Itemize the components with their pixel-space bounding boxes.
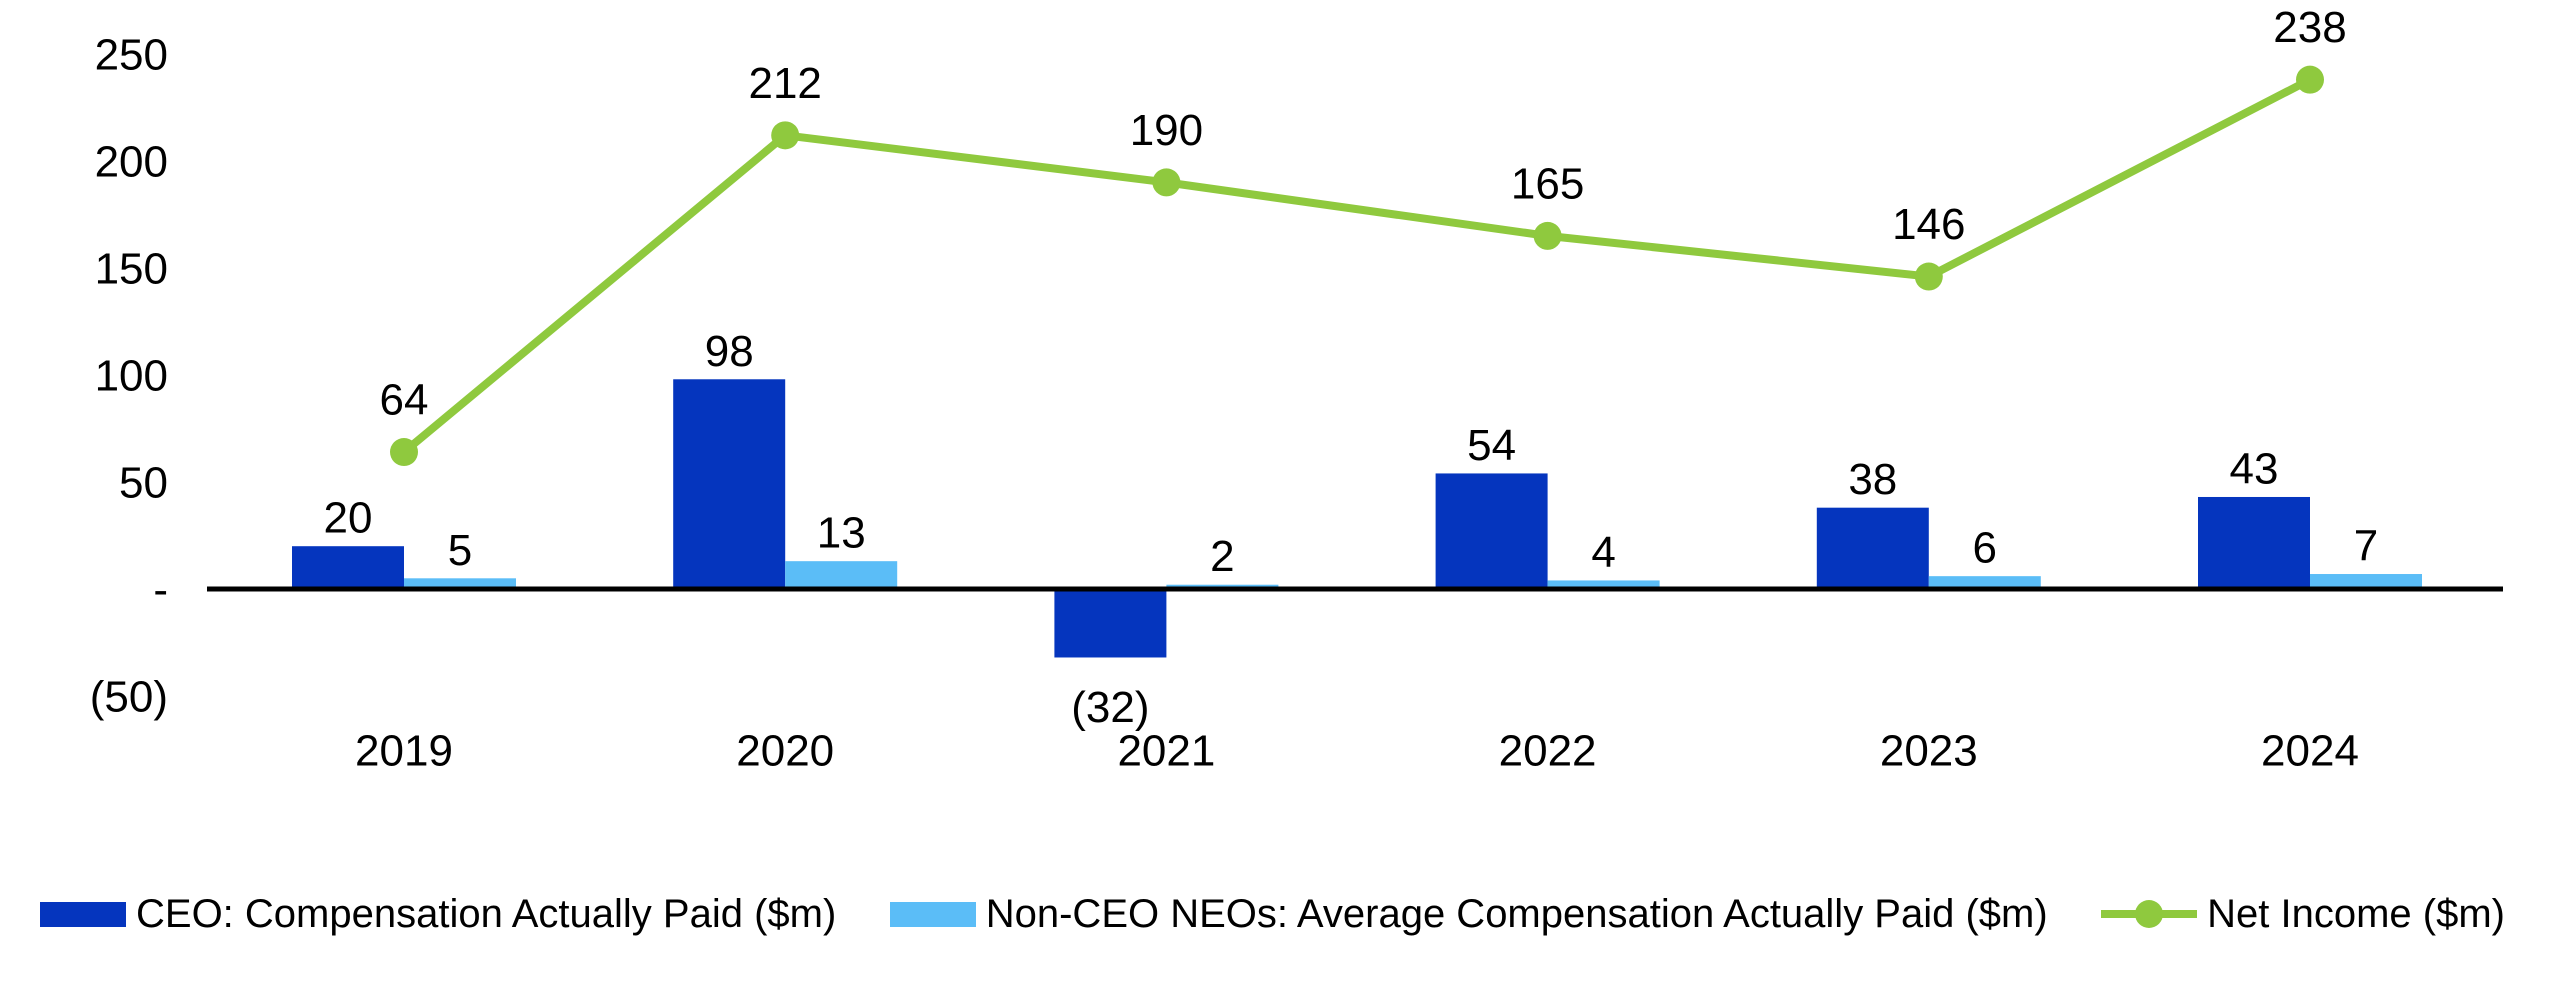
line-value-label: 190	[1130, 106, 1203, 155]
net-income-point-2020	[771, 121, 800, 150]
x-axis-year-label: 2021	[1117, 727, 1215, 776]
neo-bar-2022	[1547, 580, 1660, 589]
bar-value-label: 6	[1973, 524, 1997, 573]
bar-value-label: 7	[2354, 522, 2378, 571]
net-income-point-2024	[2296, 65, 2324, 94]
bar-value-label: 20	[324, 494, 373, 543]
x-axis-year-label: 2022	[1499, 727, 1597, 776]
line-value-label: 238	[2273, 3, 2346, 52]
y-axis-tick-label: 250	[95, 31, 168, 80]
legend-label-ceo: CEO: Compensation Actually Paid ($m)	[136, 892, 837, 936]
net-income-point-2022	[1533, 221, 1562, 250]
line-value-label: 64	[380, 376, 429, 425]
line-value-label: 165	[1511, 159, 1584, 208]
x-axis-line	[207, 586, 2503, 592]
ceo-bar-2020	[673, 379, 786, 589]
y-axis-tick-label: 50	[119, 459, 168, 508]
neo-bar-2019	[404, 578, 516, 589]
x-axis-year-label: 2024	[2261, 727, 2359, 776]
y-axis-tick-label: 150	[95, 245, 168, 294]
neo-bar-2023	[1928, 576, 2041, 589]
x-axis-year-label: 2020	[736, 727, 834, 776]
bar-value-label: 13	[817, 509, 866, 558]
bar-value-label: 38	[1848, 455, 1897, 504]
net-income-point-2023	[1914, 262, 1943, 291]
ceo-bar-swatch-icon	[40, 901, 126, 927]
bar-value-label: 2	[1210, 532, 1234, 581]
ceo-bar-2021	[1054, 589, 1167, 658]
ceo-bar-2022	[1435, 473, 1548, 589]
x-axis-year-label: 2019	[355, 727, 453, 776]
net-income-point-2021	[1152, 168, 1181, 197]
bar-value-label: 98	[705, 327, 754, 376]
x-axis-year-label: 2023	[1880, 727, 1978, 776]
neo-bar-2024	[2310, 574, 2422, 589]
ceo-bar-2023	[1816, 507, 1929, 589]
y-axis-tick-label: -	[153, 566, 168, 615]
legend-dot-icon	[2135, 900, 2164, 928]
net-income-line-marker-icon	[2101, 900, 2198, 928]
chart-svg: 250 200 150 100 50 - (50) 20 98 (32) 54 38 43 5 13 2 4 6 7…	[90, 3, 2503, 776]
neo-bar-2020	[785, 561, 898, 589]
net-income-point-2019	[390, 438, 418, 467]
bar-value-label: 4	[1591, 528, 1615, 577]
legend-label-net-income: Net Income ($m)	[2207, 892, 2505, 936]
bar-value-label: 43	[2230, 444, 2279, 493]
net-income-line	[400, 75, 2314, 457]
chart-legend: CEO: Compensation Actually Paid ($m) Non…	[40, 888, 2505, 940]
y-axis-tick-label: 200	[95, 138, 168, 187]
legend-item-ceo: CEO: Compensation Actually Paid ($m)	[40, 894, 836, 934]
neo-bar-swatch-icon	[889, 901, 976, 927]
chart: 250 200 150 100 50 - (50) 20 98 (32) 54 38 43 5 13 2 4 6 7…	[90, 3, 2503, 776]
legend-item-net-income: Net Income ($m)	[2101, 892, 2505, 936]
line-value-label: 212	[748, 59, 821, 108]
y-axis-tick-label: 100	[95, 352, 168, 401]
bar-value-label: (32)	[1071, 683, 1149, 732]
ceo-bar-2019	[292, 546, 404, 589]
ceo-bar-2024	[2198, 496, 2310, 589]
legend-item-neo: Non-CEO NEOs: Average Compensation Actua…	[889, 892, 2048, 936]
bar-value-label: 54	[1467, 421, 1516, 470]
line-value-label: 146	[1892, 200, 1965, 249]
bar-value-label: 5	[448, 526, 472, 575]
y-axis-tick-label: (50)	[90, 673, 168, 722]
legend-label-neo: Non-CEO NEOs: Average Compensation Actua…	[985, 892, 2048, 936]
